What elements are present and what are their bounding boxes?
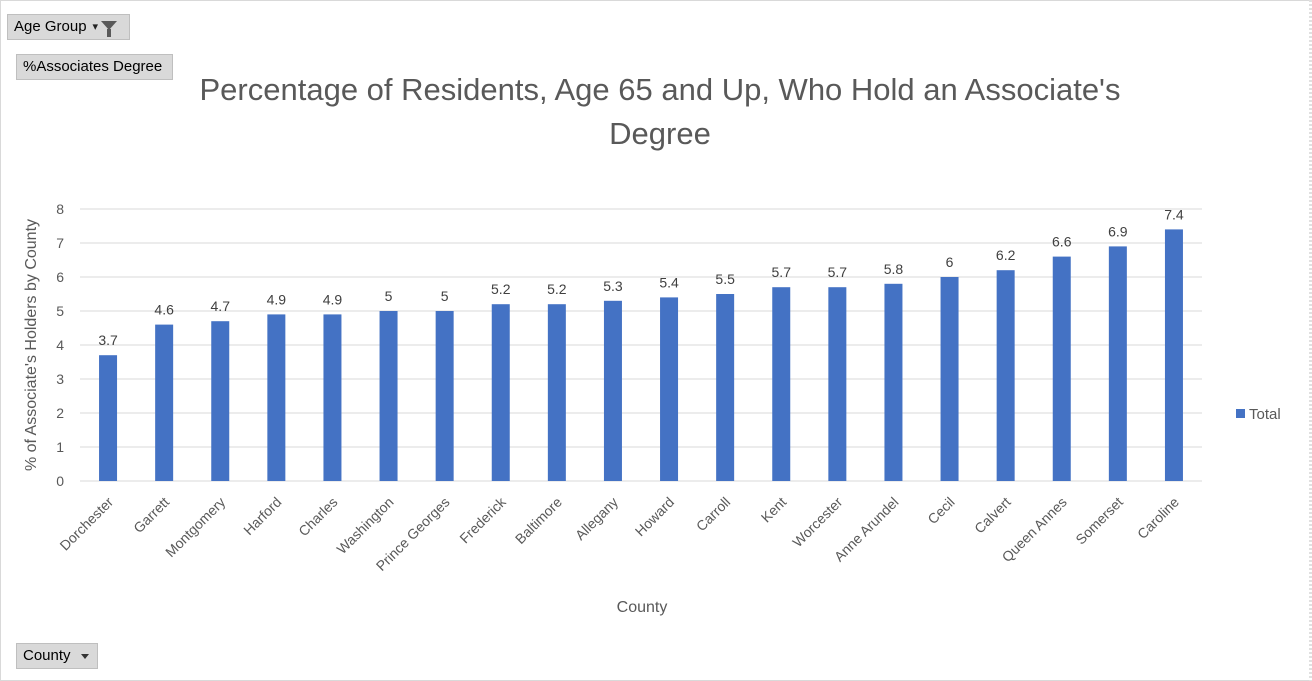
y-tick-label: 5 [56, 303, 64, 319]
bars [99, 229, 1183, 481]
x-tick-label: Baltimore [512, 494, 565, 547]
filter-funnel-icon [101, 20, 118, 37]
bar-allegany[interactable] [603, 300, 622, 481]
bar-worcester[interactable] [828, 287, 847, 481]
y-tick-label: 1 [56, 439, 64, 455]
x-tick-label: Garrett [130, 494, 172, 536]
values-field-label: %Associates Degree [23, 58, 163, 75]
bar-queen-annes[interactable] [1052, 256, 1071, 481]
bar-caroline[interactable] [1164, 229, 1183, 481]
x-tick-label: Montgomery [162, 494, 228, 560]
data-label: 4.7 [211, 298, 231, 314]
chart-title: Percentage of Residents, Age 65 and Up, … [199, 72, 1121, 151]
bar-howard[interactable] [660, 297, 679, 481]
data-label: 7.4 [1164, 206, 1184, 222]
values-field-button[interactable]: %Associates Degree [16, 54, 173, 80]
chevron-down-icon [80, 653, 89, 659]
y-tick-label: 6 [56, 269, 64, 285]
data-label: 5 [385, 288, 393, 304]
data-label: 5.3 [603, 278, 623, 294]
bar-somerset[interactable] [1108, 246, 1127, 481]
y-tick-label: 4 [56, 337, 64, 353]
county-axis-field-label: County [23, 647, 71, 664]
legend-label-total: Total [1249, 406, 1281, 423]
x-tick-label: Frederick [456, 493, 509, 546]
bar-dorchester[interactable] [99, 355, 118, 481]
data-label: 4.9 [267, 291, 287, 307]
data-label: 5.4 [659, 274, 679, 290]
data-label: 3.7 [98, 332, 118, 348]
x-axis-label: County [617, 599, 668, 616]
bar-baltimore[interactable] [547, 304, 566, 481]
legend: Total [1236, 406, 1281, 423]
x-tick-label: Calvert [971, 494, 1014, 537]
data-label: 5.5 [715, 271, 735, 287]
y-tick-label: 8 [56, 201, 64, 217]
bar-carroll[interactable] [716, 294, 735, 481]
data-label: 5.2 [491, 281, 511, 297]
sort-arrow-icon: ▾ [92, 21, 99, 33]
bar-calvert[interactable] [996, 270, 1015, 481]
bar-prince-georges[interactable] [435, 311, 454, 481]
x-tick-label: Allegany [572, 494, 621, 543]
data-label: 6.2 [996, 247, 1016, 263]
bar-anne-arundel[interactable] [884, 283, 903, 481]
bar-washington[interactable] [379, 311, 398, 481]
data-label: 4.6 [154, 302, 174, 318]
data-labels: 3.7 4.6 4.7 4.9 4.9 5 5 5.2 5.2 5.3 5.4 5.5 5.7 5.7 5.… [98, 206, 1184, 348]
bar-garrett[interactable] [155, 324, 174, 481]
data-label: 6 [946, 254, 954, 270]
bar-montgomery[interactable] [211, 321, 230, 481]
bar-kent[interactable] [772, 287, 791, 481]
x-tick-label: Worcester [789, 494, 845, 550]
bar-harford[interactable] [267, 314, 286, 481]
age-group-filter-button[interactable]: Age Group ▾ [7, 14, 130, 40]
bar-charles[interactable] [323, 314, 342, 481]
y-tick-label: 3 [56, 371, 64, 387]
x-tick-label: Harford [240, 494, 284, 538]
data-label: 6.6 [1052, 234, 1072, 250]
gridlines [80, 208, 1202, 482]
data-label: 5.7 [828, 264, 848, 280]
x-tick-label: Howard [632, 494, 677, 539]
legend-swatch-total [1236, 409, 1245, 418]
y-tick-label: 2 [56, 405, 64, 421]
y-tick-label: 0 [56, 473, 64, 489]
county-axis-field-button[interactable]: County [16, 643, 98, 669]
x-tick-label: Carroll [693, 494, 733, 534]
x-tick-label: Caroline [1134, 494, 1182, 542]
y-axis-label: % of Associate's Holders by County [23, 219, 40, 471]
y-tick-labels: 0 1 2 3 4 5 6 7 8 [56, 201, 64, 489]
sheet-edge [1309, 0, 1312, 681]
data-label: 5.8 [884, 261, 904, 277]
x-tick-label: Cecil [924, 494, 957, 527]
bar-cecil[interactable] [940, 277, 959, 481]
data-label: 6.9 [1108, 223, 1128, 239]
y-tick-label: 7 [56, 235, 64, 251]
x-tick-label: Dorchester [56, 494, 116, 554]
data-label: 5 [441, 288, 449, 304]
bar-frederick[interactable] [491, 304, 510, 481]
x-tick-label: Charles [295, 494, 340, 539]
x-tick-label: Kent [758, 494, 790, 526]
data-label: 5.7 [772, 264, 792, 280]
data-label: 5.2 [547, 281, 567, 297]
age-group-filter-label: Age Group [14, 18, 87, 35]
data-label: 4.9 [323, 291, 343, 307]
x-tick-label: Somerset [1072, 494, 1126, 548]
